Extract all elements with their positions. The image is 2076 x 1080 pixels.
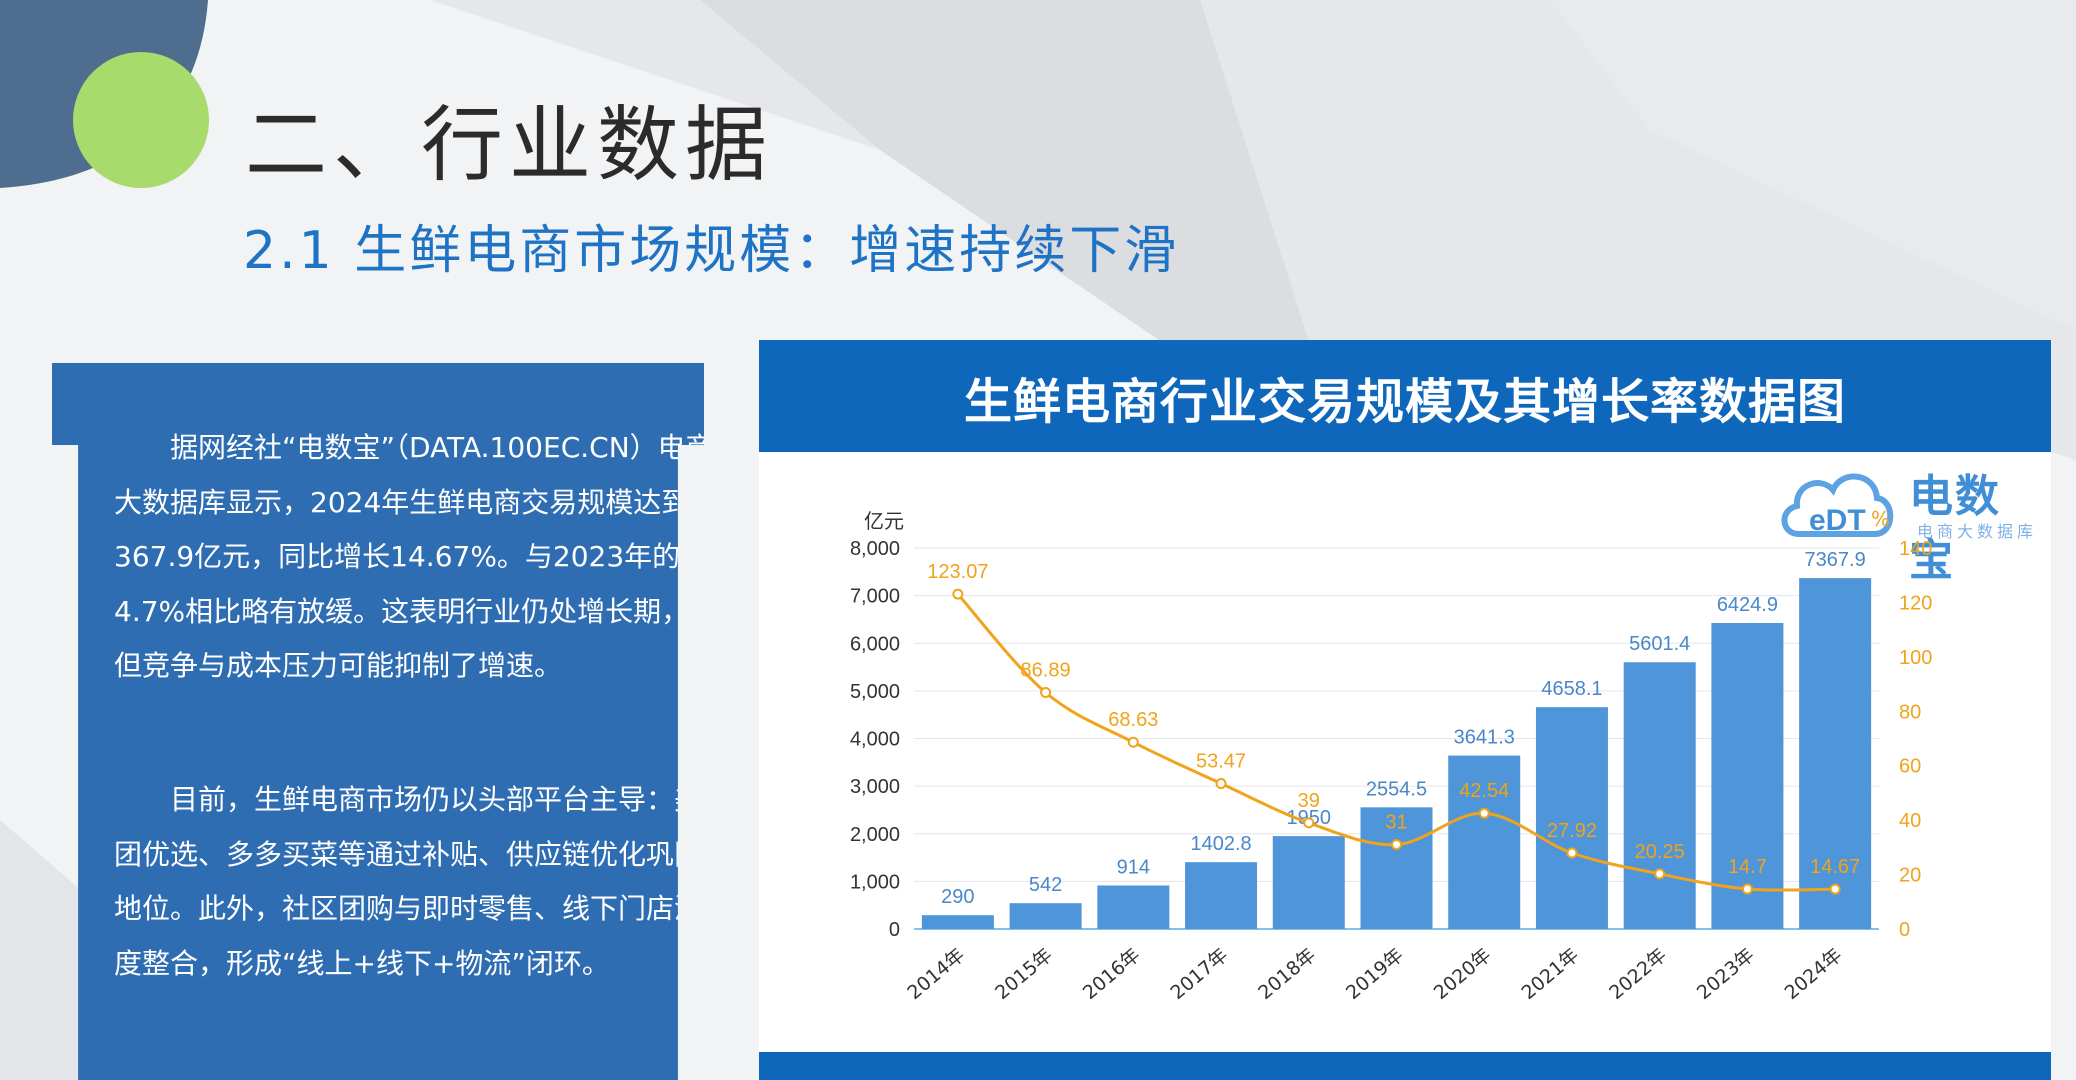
line-point — [1566, 847, 1578, 859]
bar-value-label: 542 — [1029, 874, 1062, 896]
line-value-label: 14.7 — [1728, 856, 1767, 878]
line-value-label: 68.63 — [1108, 709, 1158, 731]
paragraph-1: 据网经社“电数宝”（DATA.100EC.CN）电商大数据库显示，2024年生鲜… — [114, 431, 714, 682]
logo-name: 电数宝 — [1909, 471, 2001, 586]
bar — [1185, 862, 1258, 929]
y-left-tick-label: 5,000 — [850, 681, 900, 703]
y-right-tick-label: 140 — [1899, 538, 1932, 560]
x-tick-label: 2020年 — [1430, 944, 1496, 1004]
bar — [1360, 807, 1433, 929]
x-tick-label: 2016年 — [1079, 944, 1145, 1004]
y-left-tick-label: 7,000 — [850, 586, 900, 608]
line-value-label: 31 — [1385, 812, 1407, 834]
line-point — [1127, 736, 1139, 748]
y-right-tick-label: 80 — [1899, 701, 1921, 723]
bar — [1097, 885, 1170, 929]
y-left-tick-label: 3,000 — [850, 776, 900, 798]
line-value-label: 53.47 — [1196, 750, 1246, 772]
bar-value-label: 914 — [1117, 856, 1150, 878]
x-tick-label: 2024年 — [1781, 944, 1847, 1004]
bar — [1799, 578, 1872, 929]
x-tick-label: 2022年 — [1605, 944, 1671, 1004]
y-left-unit: 亿元 — [864, 509, 904, 533]
line-value-label: 27.92 — [1547, 820, 1597, 842]
line-point — [1478, 807, 1490, 819]
line-point — [1829, 883, 1841, 895]
bar — [1535, 707, 1608, 929]
x-tick-label: 2015年 — [991, 944, 1057, 1004]
logo-mark: eDT — [1809, 504, 1866, 537]
y-right-tick-label: 60 — [1899, 756, 1921, 778]
chart-header: 生鲜电商行业交易规模及其增长率数据图 — [759, 340, 2051, 452]
y-left-tick-label: 1,000 — [850, 871, 900, 893]
y-right-unit: % — [1871, 507, 1890, 531]
x-tick-label: 2018年 — [1254, 944, 1320, 1004]
line-value-label: 42.54 — [1459, 780, 1509, 802]
y-left-tick-label: 0 — [889, 919, 900, 941]
watermark-logo: eDT 电数宝 电商大数据库 — [1777, 458, 2038, 586]
chart-title: 生鲜电商行业交易规模及其增长率数据图 — [963, 374, 1846, 430]
line-value-label: 20.25 — [1635, 841, 1685, 863]
bar-value-label: 6424.9 — [1717, 594, 1778, 616]
bar — [1623, 662, 1696, 929]
line-point — [1654, 868, 1666, 880]
y-right-tick-label: 100 — [1899, 647, 1932, 669]
logo-tagline: 电商大数据库 — [1917, 522, 2038, 541]
x-tick-label: 2017年 — [1167, 944, 1233, 1004]
y-left-tick-label: 2,000 — [850, 824, 900, 846]
line-point — [1741, 883, 1753, 895]
y-right-tick-label: 0 — [1899, 919, 1910, 941]
x-tick-label: 2021年 — [1517, 944, 1583, 1004]
y-left-tick-label: 8,000 — [850, 538, 900, 560]
bar-value-label: 7367.9 — [1805, 549, 1866, 571]
bar-value-label: 290 — [941, 886, 974, 908]
x-tick-label: 2019年 — [1342, 944, 1408, 1004]
bar-value-label: 4658.1 — [1541, 678, 1602, 700]
bar — [1448, 755, 1521, 929]
bar — [1711, 623, 1784, 929]
x-tick-label: 2023年 — [1693, 944, 1759, 1004]
x-tick-label: 2014年 — [903, 944, 969, 1004]
line-value-label: 14.67 — [1810, 856, 1860, 878]
page-title: 二、行业数据 — [245, 98, 774, 193]
y-left-tick-label: 4,000 — [850, 729, 900, 751]
text-panel: 据网经社“电数宝”（DATA.100EC.CN）电商大数据库显示，2024年生鲜… — [52, 363, 704, 1080]
paragraph-2: 目前，生鲜电商市场仍以头部平台主导：美团优选、多多买菜等通过补贴、供应链优化巩固… — [114, 783, 703, 980]
page-subtitle: 2.1 生鲜电商市场规模：增速持续下滑 — [243, 221, 1180, 281]
line-point — [952, 588, 964, 600]
line-value-label: 123.07 — [927, 561, 988, 583]
combo-chart: 0 1,000 2,000 3,000 4,000 5,000 6,000 7,000 8,00… — [850, 507, 1932, 1004]
line-point — [1040, 687, 1052, 699]
bar-value-label: 2554.5 — [1366, 778, 1427, 800]
y-right-tick-label: 120 — [1899, 592, 1932, 614]
line-point — [1215, 777, 1227, 789]
bar — [1009, 903, 1082, 929]
bar — [921, 915, 994, 929]
y-right-tick-label: 20 — [1899, 865, 1921, 887]
y-right-tick-label: 40 — [1899, 810, 1921, 832]
bar-value-label: 1402.8 — [1190, 833, 1251, 855]
y-left-tick-label: 6,000 — [850, 633, 900, 655]
line-point — [1391, 839, 1402, 851]
bar-value-label: 3641.3 — [1454, 727, 1515, 749]
chart-card: 生鲜电商行业交易规模及其增长率数据图 eDT 电数宝 电商大数据库 0 1,000… — [759, 340, 2051, 1080]
bar-value-label: 5601.4 — [1629, 633, 1690, 655]
chart-footer-bar — [759, 1052, 2051, 1080]
bar — [1272, 836, 1345, 929]
line-value-label: 86.89 — [1021, 660, 1071, 682]
line-point — [1303, 817, 1315, 829]
cloud-icon: eDT — [1781, 473, 1894, 537]
line-value-label: 39 — [1298, 790, 1320, 812]
